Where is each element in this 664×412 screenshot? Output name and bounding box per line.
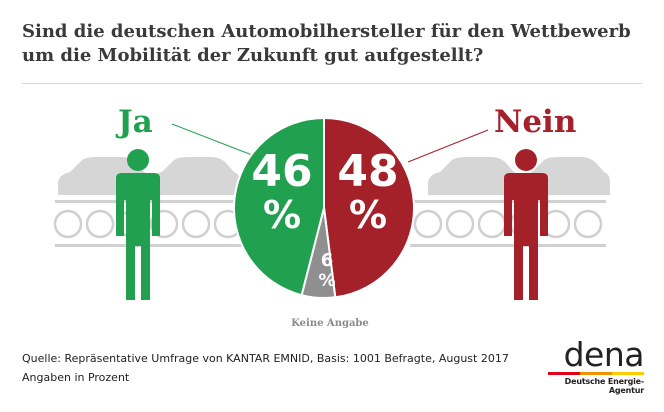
pie-slice-nein (323, 116, 415, 299)
legend-label-ja: Ja (118, 104, 153, 140)
logo-bar-yellow (612, 372, 644, 375)
dena-logo: dena Deutsche Energie-Agentur (534, 335, 645, 395)
logo-color-bar (548, 372, 644, 375)
source-text: Quelle: Repräsentative Umfrage von KANTA… (22, 352, 509, 365)
data-label-value-keine-angabe: 6 (321, 250, 334, 271)
person-icon-ja (116, 149, 160, 300)
pie-slice-ja (233, 116, 325, 297)
chart-title: Sind die deutschen Automobilhersteller f… (22, 20, 642, 68)
logo-bar-orange (580, 372, 612, 375)
data-label-value-nein: 48 (337, 146, 398, 197)
unit-note: Angaben in Prozent (22, 371, 130, 384)
title-line-2: um die Mobilität der Zukunft gut aufgest… (22, 45, 484, 66)
data-label-unit-ja: % (263, 193, 301, 237)
legend-label-nein: Nein (494, 104, 577, 140)
title-divider (22, 83, 642, 84)
leader-line-nein (407, 129, 489, 163)
person-icon-nein (504, 149, 548, 300)
title-line-1: Sind die deutschen Automobilhersteller f… (22, 21, 631, 42)
leader-line-ja (171, 123, 253, 156)
logo-wordmark: dena (563, 335, 645, 374)
data-label-unit-nein: % (349, 193, 387, 237)
legend-label-keine-angabe: Keine Angabe (291, 318, 369, 329)
logo-subtitle: Deutsche Energie-Agentur (564, 377, 645, 395)
source-note: Quelle: Repräsentative Umfrage von KANTA… (22, 349, 509, 387)
data-label-unit-keine-angabe: % (318, 271, 335, 291)
data-label-value-ja: 46 (251, 146, 312, 197)
logo-bar-red (548, 372, 580, 375)
